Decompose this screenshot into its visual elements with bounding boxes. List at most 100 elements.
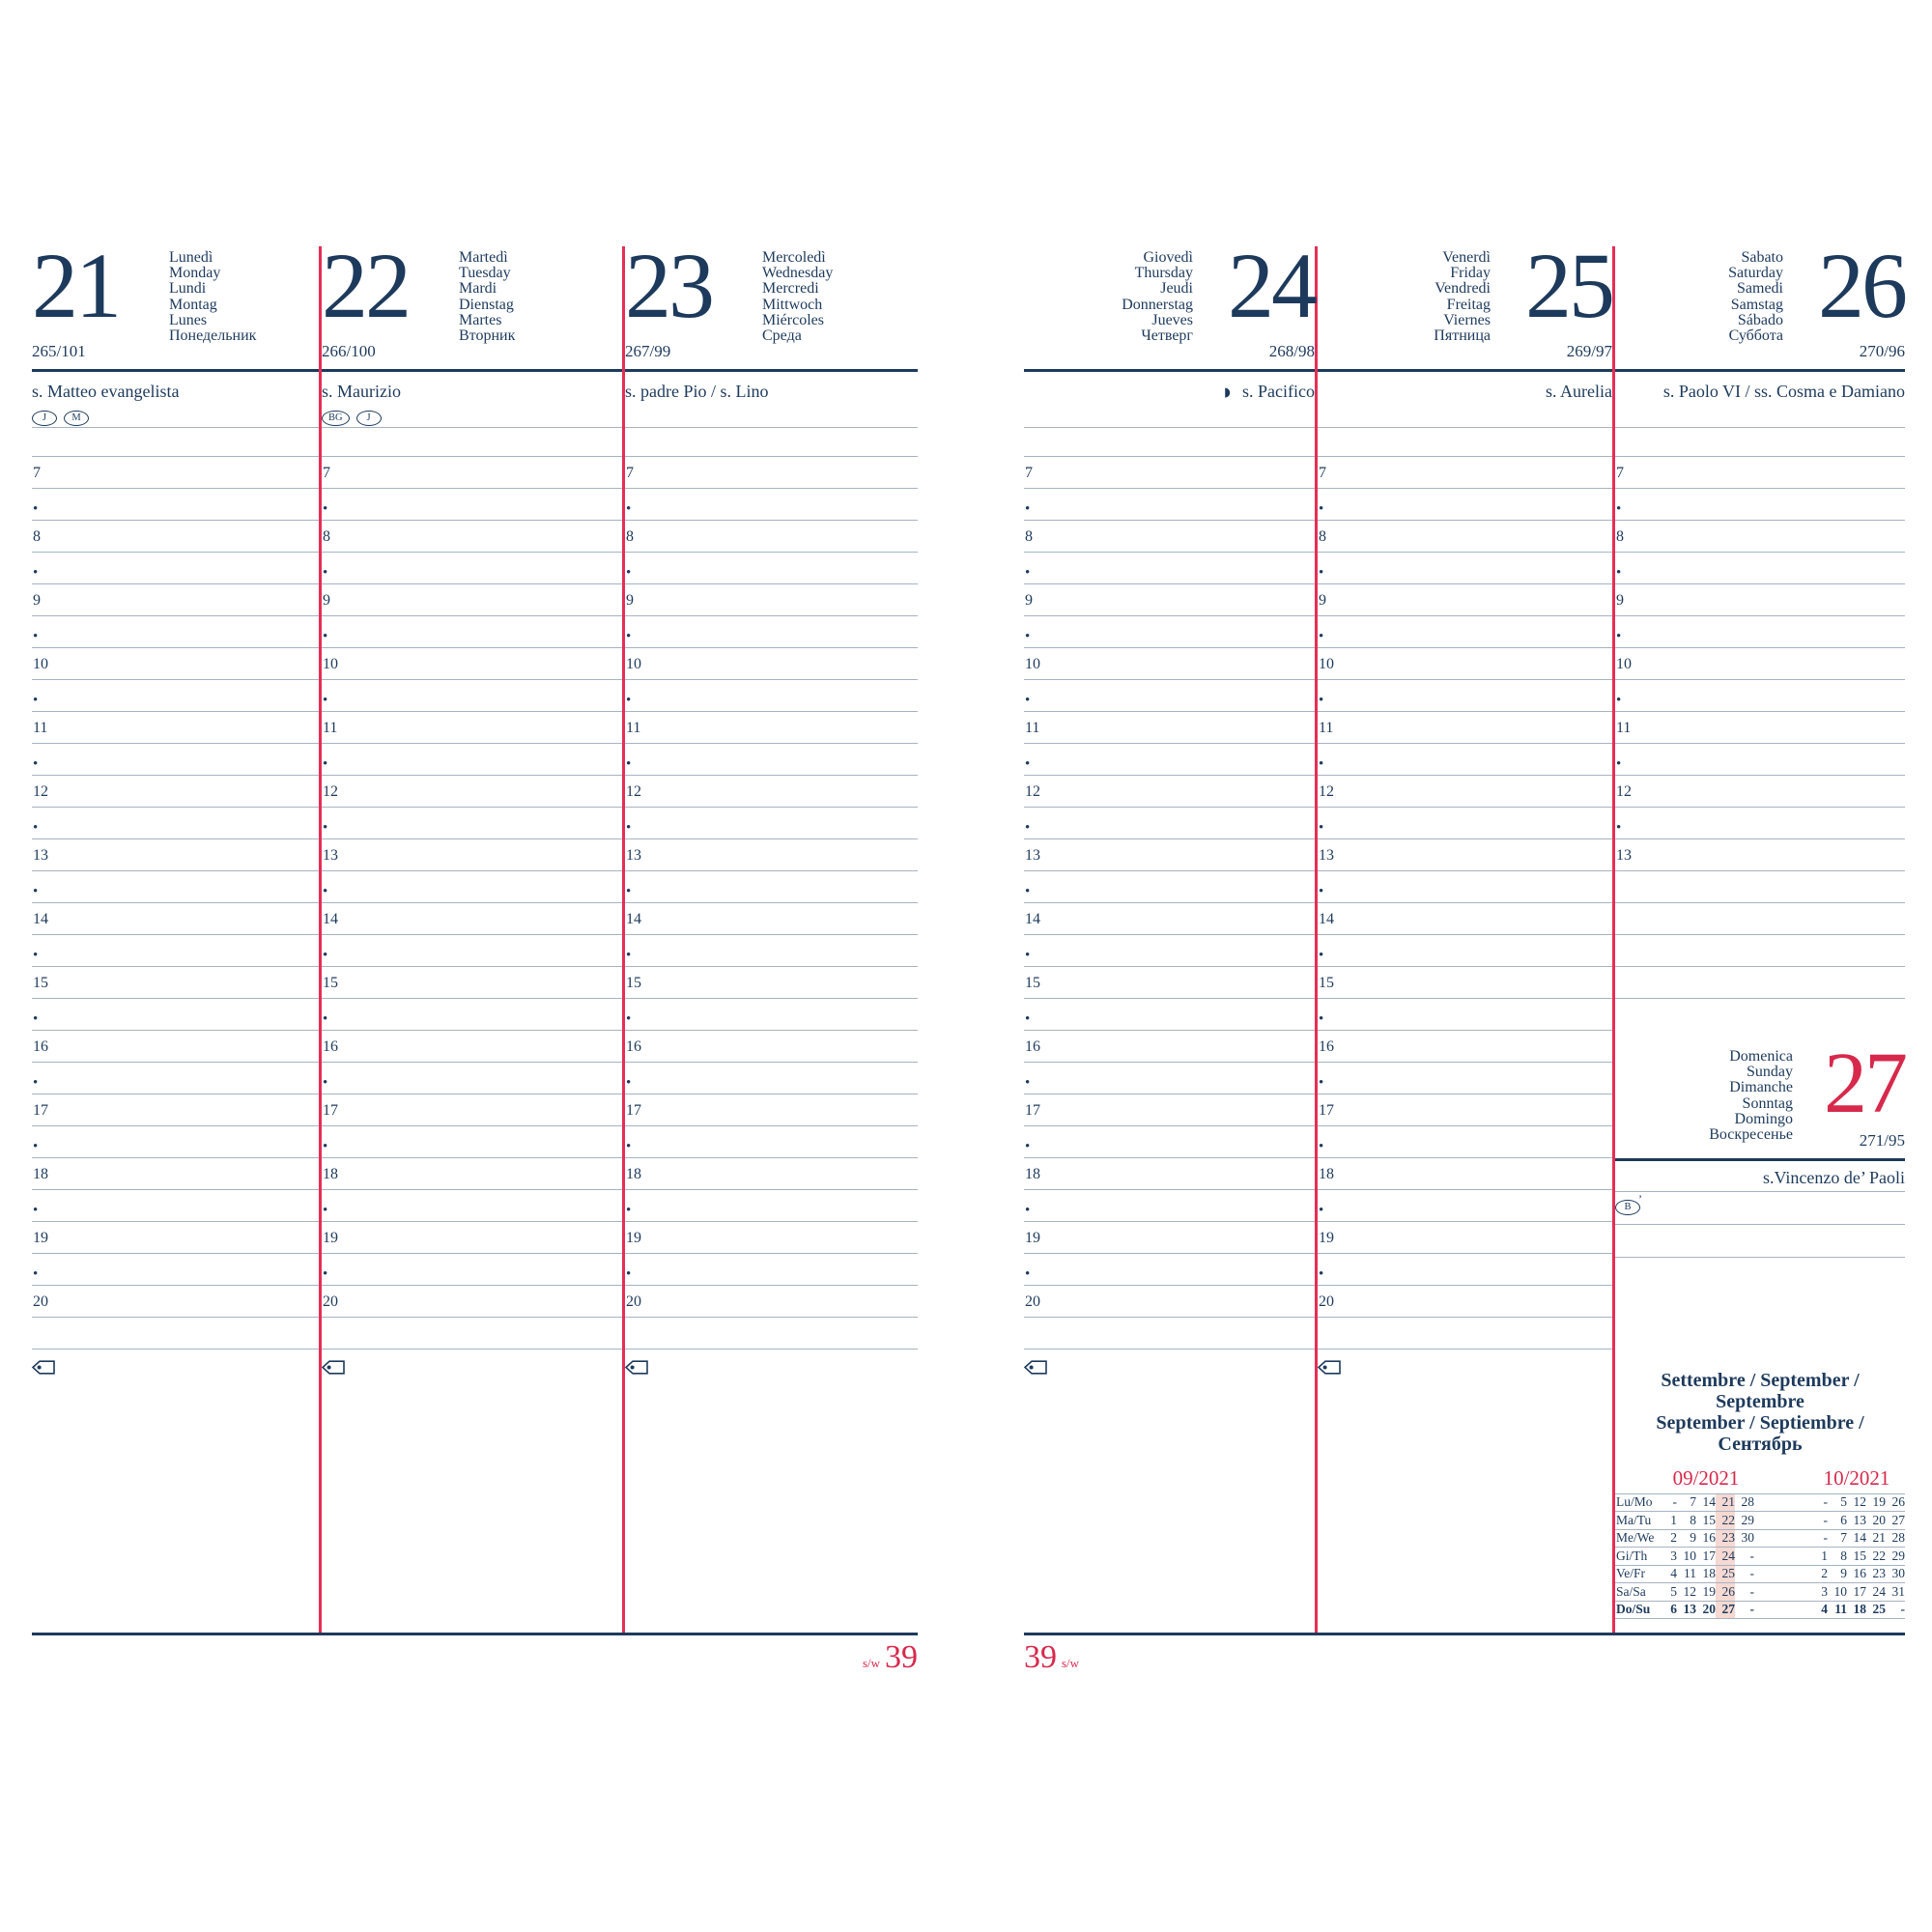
- day-name: Суббота: [1728, 327, 1783, 345]
- hour-row: 10: [32, 648, 319, 680]
- bullet-icon: •: [323, 1203, 328, 1218]
- mini-calendar-date: -: [1749, 1602, 1755, 1617]
- half-hour-row: •: [1318, 1254, 1612, 1286]
- writing-line: [1615, 903, 1905, 935]
- half-hour-row: •: [32, 680, 319, 712]
- day-header: Venerdì Friday Vendredi Freitag Viernes Пятни…: [1318, 234, 1615, 372]
- half-hour-row: •: [1615, 744, 1905, 776]
- hour-label: 13: [626, 847, 641, 864]
- day-names: Domenica Sunday Dimanche Sonntag Domingo Воск…: [1709, 1047, 1793, 1143]
- hour-row: 20: [1318, 1286, 1612, 1318]
- hour-row: 15: [1024, 967, 1315, 999]
- hour-label: 9: [1616, 592, 1624, 609]
- bullet-icon: •: [626, 1011, 632, 1027]
- mini-calendar-date: 21: [1716, 1493, 1735, 1511]
- mini-calendar-date: 15: [1853, 1548, 1867, 1563]
- half-hour-row: •: [1318, 489, 1612, 521]
- bullet-icon: •: [1025, 756, 1031, 772]
- day-header: Sabato Saturday Samedi Samstag Sábado Суббота…: [1615, 239, 1908, 372]
- mini-calendar-date: 8: [1690, 1512, 1696, 1527]
- saint-name-row: s. padre Pio / s. Lino: [625, 372, 918, 411]
- half-hour-row: •: [625, 489, 918, 521]
- day-name: Samstag: [1730, 296, 1783, 313]
- hour-label: 12: [33, 783, 48, 800]
- hour-row: 7: [1615, 457, 1905, 489]
- half-hour-row: •: [1024, 1254, 1315, 1286]
- day-number: 23: [625, 234, 715, 337]
- hour-label: 17: [323, 1102, 338, 1119]
- pen-tag-icon: [32, 1360, 319, 1375]
- half-hour-row: •: [1024, 616, 1315, 648]
- hour-label: 7: [1025, 465, 1033, 481]
- mini-calendar-date: -: [1823, 1494, 1829, 1510]
- day-column-21: 21 Lunedì Monday Lundi Montag Lunes Понедельни…: [32, 239, 319, 1633]
- hour-label: 9: [626, 592, 634, 609]
- bullet-icon: •: [33, 948, 39, 963]
- hour-label: 20: [323, 1293, 338, 1310]
- hour-label: 10: [1616, 656, 1632, 672]
- saint-name-row: s. Aurelia: [1318, 372, 1612, 411]
- hour-label: 16: [33, 1038, 48, 1055]
- symbol-badges-row: B’: [1615, 1192, 1905, 1225]
- symbol-badge: BG: [322, 411, 350, 426]
- pen-tag-icon: [625, 1360, 918, 1375]
- hour-label: 14: [626, 911, 641, 927]
- hour-label: 18: [1319, 1166, 1334, 1182]
- half-hour-row: •: [322, 616, 622, 648]
- hour-row: 18: [1024, 1158, 1315, 1190]
- half-hour-row: •: [625, 680, 918, 712]
- mini-calendar-date: 9: [1690, 1530, 1696, 1546]
- hour-row: 13: [1318, 839, 1612, 871]
- hour-label: 9: [33, 592, 41, 609]
- hour-label: 17: [33, 1102, 48, 1119]
- writing-line: [1615, 871, 1905, 903]
- half-hour-row: •: [625, 935, 918, 967]
- hour-label: 8: [323, 528, 330, 545]
- mini-calendar-date: 11: [1684, 1566, 1696, 1581]
- hour-label: 10: [33, 656, 48, 672]
- symbol-badge: B’: [1615, 1193, 1642, 1215]
- week-number: 39: [885, 1639, 918, 1675]
- mini-calendar-date: 20: [1702, 1602, 1717, 1617]
- bullet-icon: •: [33, 820, 39, 836]
- mini-calendar-date: 25: [1872, 1602, 1887, 1617]
- half-hour-row: •: [1318, 553, 1612, 584]
- mini-calendar-date: -: [1823, 1512, 1829, 1527]
- day-names: Lunedì Monday Lundi Montag Lunes Понедельник: [169, 246, 256, 344]
- mini-calendar-row: Gi/Th 3 10 17 24- 1 8 15 22 29: [1615, 1547, 1905, 1565]
- day-name: Четверг: [1141, 327, 1193, 345]
- mini-calendar-date: 23: [1716, 1529, 1735, 1547]
- bullet-icon: •: [323, 948, 328, 963]
- half-hour-row: •: [322, 553, 622, 584]
- day-names: Martedì Tuesday Mardi Dienstag Martes Вторник: [459, 246, 515, 344]
- half-hour-row: •: [32, 616, 319, 648]
- day-number: 25: [1525, 234, 1615, 337]
- bullet-icon: •: [1616, 501, 1622, 517]
- day-name: Saturday: [1728, 265, 1783, 282]
- day-header: 22 Martedì Tuesday Mardi Dienstag Martes Вторн…: [322, 234, 622, 372]
- hour-label: 20: [33, 1293, 48, 1310]
- notes-row: [625, 1350, 918, 1386]
- day-name: Sunday: [1747, 1064, 1793, 1081]
- day-column-24: Giovedì Thursday Jeudi Donnerstag Jueves Четв…: [1024, 239, 1318, 1633]
- half-hour-row: •: [322, 999, 622, 1031]
- mini-calendar-date: 4: [1821, 1602, 1828, 1617]
- half-hour-row: •: [1615, 680, 1905, 712]
- hour-row: 18: [1318, 1158, 1612, 1190]
- mini-calendar-date: 22: [1872, 1548, 1887, 1563]
- hour-row: 11: [322, 712, 622, 744]
- hour-row: 10: [1615, 648, 1905, 680]
- half-hour-row: •: [625, 871, 918, 903]
- hour-row: 10: [322, 648, 622, 680]
- hour-row: 20: [1024, 1286, 1315, 1318]
- day-names: Mercoledì Wednesday Mercredi Mittwoch Miérco…: [762, 246, 833, 344]
- symbol-badges-row: BG J: [322, 411, 622, 428]
- hour-label: 13: [1319, 847, 1334, 864]
- half-hour-row: •: [32, 1190, 319, 1222]
- bullet-icon: •: [626, 820, 632, 836]
- hour-row: 12: [1318, 776, 1612, 808]
- hour-row: 8: [1024, 521, 1315, 553]
- bullet-icon: •: [33, 1011, 39, 1027]
- half-hour-row: •: [1024, 999, 1315, 1031]
- day-number: 22: [322, 234, 412, 337]
